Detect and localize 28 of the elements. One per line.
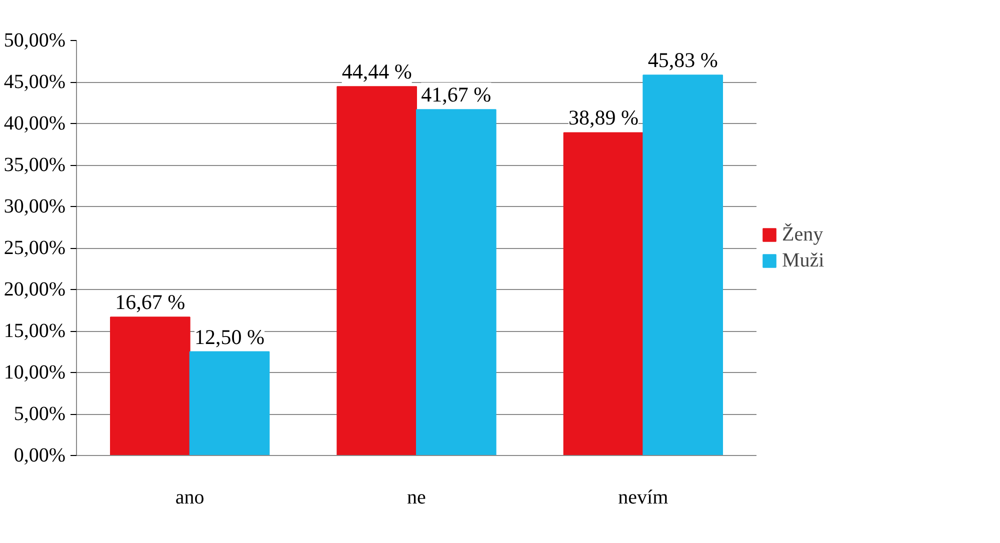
y-tick-label: 45,00% bbox=[4, 71, 66, 93]
x-tick-label: ne bbox=[407, 486, 426, 508]
bar bbox=[563, 132, 644, 456]
y-tick-label: 0,00% bbox=[14, 444, 66, 466]
y-tick-label: 30,00% bbox=[4, 196, 66, 218]
bar bbox=[642, 74, 723, 456]
y-tick-label: 25,00% bbox=[4, 237, 66, 259]
y-tick-label: 40,00% bbox=[4, 112, 66, 134]
y-tick-label: 5,00% bbox=[14, 403, 66, 425]
data-label: 16,67 % bbox=[115, 290, 186, 314]
x-tick-label: nevím bbox=[618, 486, 669, 508]
data-label: 41,67 % bbox=[421, 82, 492, 107]
bar bbox=[336, 86, 417, 456]
x-tick-label: ano bbox=[175, 486, 204, 508]
bar bbox=[110, 316, 190, 456]
legend-label: Muži bbox=[782, 249, 824, 272]
data-label: 12,50 % bbox=[194, 324, 265, 349]
data-label: 38,89 % bbox=[568, 106, 639, 130]
y-tick-label: 10,00% bbox=[4, 362, 66, 384]
bar bbox=[416, 109, 496, 456]
bar bbox=[189, 351, 270, 456]
data-label: 44,44 % bbox=[342, 60, 412, 84]
y-tick-label: 35,00% bbox=[4, 154, 66, 176]
legend-label: Ženy bbox=[782, 223, 824, 246]
y-tick-label: 20,00% bbox=[4, 278, 66, 300]
data-label: 45,83 % bbox=[648, 48, 718, 72]
y-tick-label: 50,00% bbox=[4, 30, 66, 52]
y-tick-label: 15,00% bbox=[4, 320, 66, 342]
